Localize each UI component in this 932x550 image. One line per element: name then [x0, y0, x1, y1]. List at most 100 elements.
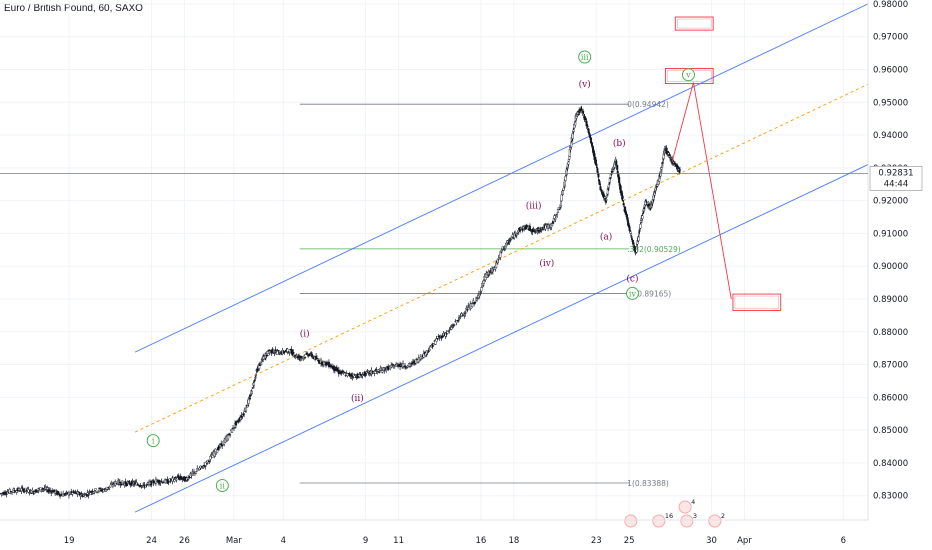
- event-count: 16: [665, 512, 673, 520]
- x-tick-label: 18: [508, 536, 519, 546]
- candle-body: [208, 461, 211, 463]
- candle-body: [72, 490, 75, 493]
- candle-body: [252, 382, 255, 386]
- candle-body: [595, 163, 598, 166]
- candle-body: [197, 469, 200, 471]
- candle-body: [287, 351, 290, 353]
- candle-body: [80, 492, 83, 495]
- candle-body: [393, 367, 396, 369]
- candle-body: [160, 480, 163, 482]
- candle-body: [478, 294, 481, 297]
- candle-body: [227, 435, 230, 440]
- current-price-badge: 0.92831 44:44: [0, 166, 923, 191]
- candle-body: [142, 483, 145, 485]
- candle-body: [448, 329, 451, 331]
- candle-body: [580, 108, 583, 111]
- candle-body: [65, 491, 68, 493]
- candle-body: [235, 421, 238, 423]
- candle-body: [404, 365, 407, 368]
- candle-body: [661, 162, 664, 164]
- candle-body: [20, 488, 23, 492]
- candle-body: [284, 350, 287, 353]
- candle-body: [27, 489, 30, 493]
- candle-body: [564, 175, 567, 181]
- candle-body: [642, 208, 645, 212]
- candle-body: [94, 488, 97, 491]
- candle-body: [200, 466, 203, 468]
- y-tick-label: 0.85000: [873, 426, 908, 436]
- candle-body: [254, 374, 257, 377]
- candle-body: [620, 190, 623, 197]
- candle-body: [420, 358, 423, 360]
- candle-body: [591, 142, 594, 147]
- candle-body: [231, 428, 234, 433]
- candle-body: [206, 462, 209, 464]
- candle-body: [198, 467, 201, 470]
- candle-body: [572, 129, 575, 132]
- candle-body: [98, 488, 101, 492]
- candle-body: [302, 356, 305, 359]
- candle-body: [86, 492, 89, 495]
- y-tick-label: 0.97000: [873, 33, 908, 43]
- x-tick-label: 25: [624, 536, 635, 546]
- wave-labels: iii(i)(ii)(iii)(iv)iii(v)(b)(a)(c)ivv: [146, 50, 695, 493]
- y-tick-label: 0.86000: [873, 393, 908, 403]
- candle-body: [541, 227, 544, 229]
- candle-body: [205, 461, 208, 464]
- candle-body: [567, 161, 570, 165]
- candle-body: [585, 121, 588, 127]
- y-tick-label: 0.89000: [873, 295, 908, 305]
- candle-body: [438, 337, 441, 339]
- candle-body: [457, 320, 460, 322]
- candle-body: [561, 190, 564, 195]
- candle-body: [71, 492, 74, 495]
- candle-body: [87, 494, 90, 496]
- candle-body: [249, 395, 252, 397]
- candle-body: [273, 352, 276, 354]
- candle-body: [36, 490, 39, 492]
- candle-body: [607, 188, 610, 190]
- candle-body: [600, 189, 603, 192]
- wave-label: (iii): [526, 201, 542, 212]
- candle-body: [343, 372, 346, 374]
- y-tick-label: 0.92000: [873, 197, 908, 207]
- projection-path: [671, 82, 732, 300]
- event-count: 4: [691, 498, 695, 506]
- candle-body: [310, 352, 313, 354]
- candle-body: [453, 324, 456, 326]
- channel-upper-line: [134, 3, 869, 353]
- candle-body: [577, 113, 580, 115]
- candle-body: [374, 371, 377, 374]
- candle-body: [570, 141, 573, 148]
- candle-body: [267, 353, 270, 356]
- candle-body: [151, 480, 154, 482]
- candle-body: [39, 487, 42, 492]
- x-tick-label: Apr: [737, 536, 752, 546]
- candle-body: [31, 490, 34, 492]
- candle-body: [641, 213, 644, 215]
- candle-body: [450, 327, 453, 330]
- candle-body: [596, 168, 599, 173]
- wave-label: (v): [579, 79, 591, 90]
- candle-body: [660, 167, 663, 170]
- channel-mid-line: [134, 83, 869, 433]
- wave-label-circle: [215, 479, 229, 493]
- candle-body: [554, 218, 557, 220]
- y-tick-label: 0.88000: [873, 328, 908, 338]
- fib-level-label: 1(0.83388): [627, 479, 669, 488]
- candle-body: [338, 372, 341, 375]
- y-tick-label: 0.90000: [873, 262, 908, 272]
- candle-body: [276, 350, 279, 355]
- candle-body: [341, 370, 344, 372]
- candle-body: [630, 233, 633, 236]
- candle-body: [233, 427, 236, 429]
- candle-body: [283, 351, 286, 353]
- y-tick-label: 0.94000: [873, 131, 908, 141]
- wave-label: v: [685, 71, 691, 80]
- candle-body: [509, 240, 512, 242]
- candle-body: [251, 387, 254, 389]
- candle-body: [678, 169, 681, 171]
- candle-body: [437, 335, 440, 337]
- y-tick-label: 0.96000: [873, 65, 908, 75]
